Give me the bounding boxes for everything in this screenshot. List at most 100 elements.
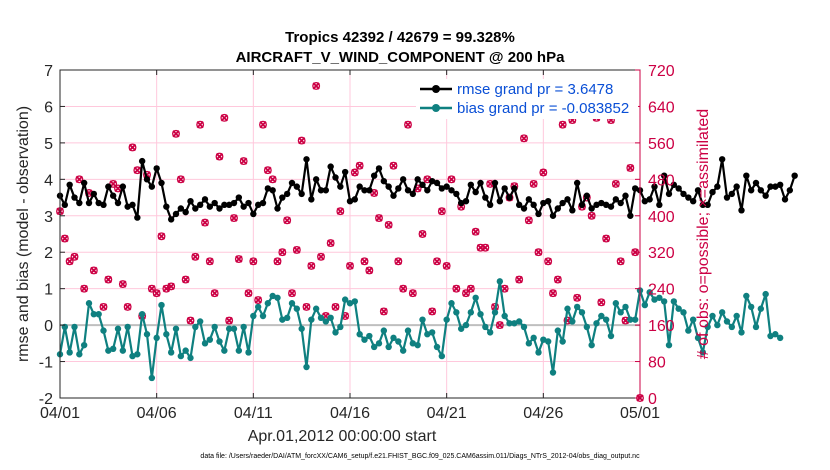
obs-assimilated-marker bbox=[172, 130, 180, 138]
obs-assimilated-marker bbox=[196, 121, 204, 129]
bias-point bbox=[225, 325, 233, 332]
rmse-point bbox=[544, 198, 552, 205]
obs-possible-marker bbox=[418, 230, 427, 238]
bias-point bbox=[646, 289, 653, 296]
obs-possible-marker bbox=[360, 257, 369, 266]
rmse-point bbox=[583, 192, 591, 199]
bias-point bbox=[274, 294, 281, 301]
obs-assimilated-marker bbox=[244, 289, 253, 297]
rmse-point bbox=[525, 196, 533, 203]
bias-point bbox=[699, 349, 707, 356]
rmse-point bbox=[772, 183, 779, 190]
legend: rmse grand pr = 3.6478 bias grand pr = -… bbox=[416, 79, 638, 119]
obs-assimilated-marker bbox=[269, 175, 277, 183]
bias-point bbox=[776, 334, 784, 342]
bias-point bbox=[738, 329, 745, 336]
bias-point bbox=[327, 314, 334, 322]
obs-possible-marker bbox=[201, 218, 209, 227]
rmse-point bbox=[670, 181, 678, 188]
obs-possible-marker bbox=[379, 307, 388, 316]
rmse-point bbox=[467, 181, 475, 188]
obs-possible-marker bbox=[75, 175, 84, 184]
obs-assimilated-marker bbox=[331, 303, 340, 311]
bias-point bbox=[656, 294, 663, 301]
obs-assimilated-marker bbox=[481, 244, 489, 252]
rmse-point bbox=[100, 201, 107, 209]
rmse-point bbox=[738, 207, 745, 214]
bias-point bbox=[221, 347, 228, 354]
obs-assimilated-marker bbox=[283, 216, 291, 224]
obs-assimilated-marker bbox=[626, 164, 634, 172]
obs-possible-marker bbox=[157, 232, 166, 241]
rmse-point bbox=[433, 179, 441, 187]
obs-assimilated-marker bbox=[293, 246, 301, 254]
obs-assimilated-marker bbox=[530, 180, 538, 188]
rmse-point bbox=[346, 198, 354, 205]
bias-point bbox=[269, 292, 276, 300]
rmse-point bbox=[138, 157, 146, 165]
obs-possible-marker bbox=[355, 161, 364, 170]
obs-assimilated-marker bbox=[80, 285, 88, 293]
y-left-tick-label: 6 bbox=[44, 99, 53, 116]
obs-assimilated-marker bbox=[259, 121, 267, 129]
bias-point bbox=[525, 340, 533, 347]
rmse-point bbox=[283, 190, 291, 198]
obs-possible-marker bbox=[602, 234, 611, 243]
bias-point bbox=[544, 338, 552, 345]
rmse-point bbox=[747, 187, 755, 194]
bias-point bbox=[752, 323, 760, 331]
rmse-point bbox=[631, 185, 639, 192]
rmse-point bbox=[511, 185, 518, 192]
rmse-point bbox=[448, 187, 455, 194]
bias-point bbox=[443, 316, 450, 323]
bias-point bbox=[496, 278, 504, 285]
obs-possible-marker bbox=[616, 257, 625, 266]
bias-point bbox=[448, 300, 455, 307]
obs-assimilated-marker bbox=[520, 134, 528, 142]
bias-point bbox=[322, 318, 330, 325]
rmse-point bbox=[264, 185, 272, 192]
bias-point bbox=[424, 331, 431, 338]
bias-point bbox=[390, 334, 397, 342]
rmse-point bbox=[114, 199, 122, 207]
bias-point bbox=[641, 301, 649, 309]
obs-possible-marker bbox=[544, 257, 553, 266]
rmse-point bbox=[216, 205, 223, 212]
bias-point bbox=[617, 309, 624, 316]
bias-point bbox=[612, 300, 620, 307]
bias-point bbox=[569, 318, 576, 325]
y-right-tick-label: 0 bbox=[648, 391, 657, 408]
bias-point bbox=[76, 351, 83, 358]
obs-possible-marker bbox=[428, 307, 437, 316]
bias-point bbox=[433, 343, 441, 351]
bias-point bbox=[718, 309, 726, 316]
rmse-point bbox=[578, 201, 586, 209]
y-right-tick-label: 400 bbox=[648, 209, 675, 226]
bias-point bbox=[583, 323, 591, 331]
obs-assimilated-marker bbox=[327, 239, 335, 247]
bias-point bbox=[211, 323, 218, 331]
rmse-point bbox=[409, 190, 417, 198]
obs-assimilated-marker bbox=[404, 121, 412, 129]
rmse-point bbox=[472, 188, 479, 196]
y-left-tick-label: 2 bbox=[44, 245, 53, 262]
obs-assimilated-marker bbox=[409, 289, 417, 297]
rmse-point bbox=[351, 196, 359, 203]
y-left-tick-label: 7 bbox=[44, 63, 53, 80]
rmse-point bbox=[279, 194, 286, 201]
obs-assimilated-marker bbox=[249, 257, 257, 265]
rmse-point bbox=[163, 203, 170, 210]
rmse-point bbox=[627, 212, 634, 219]
bias-point bbox=[385, 343, 392, 351]
rmse-point bbox=[129, 201, 136, 209]
rmse-point bbox=[148, 183, 156, 190]
y-left-tick-label: 5 bbox=[44, 136, 53, 153]
bias-point bbox=[187, 354, 194, 362]
bias-point bbox=[163, 331, 170, 338]
rmse-point bbox=[482, 194, 489, 201]
rmse-point bbox=[602, 201, 610, 209]
obs-possible-marker bbox=[225, 316, 234, 325]
rmse-point bbox=[240, 203, 247, 210]
bias-point bbox=[303, 363, 310, 371]
bias-point bbox=[370, 343, 378, 351]
